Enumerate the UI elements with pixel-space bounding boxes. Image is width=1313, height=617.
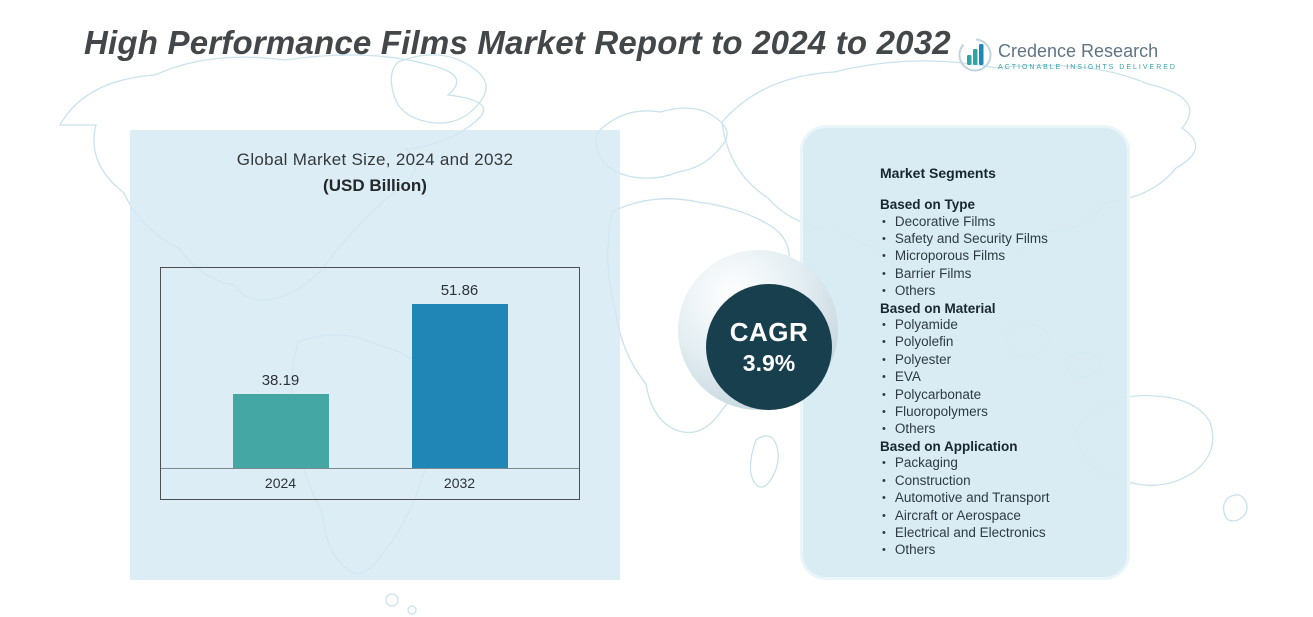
page-title: High Performance Films Market Report to …: [84, 24, 951, 61]
credence-logo-bars-icon: [958, 38, 992, 72]
segment-item: EVA: [882, 369, 1108, 386]
segment-list: PackagingConstructionAutomotive and Tran…: [882, 455, 1108, 559]
bar-column-2024: 38.19: [206, 372, 356, 468]
cagr-label: CAGR: [729, 317, 809, 347]
bar-value-label: 51.86: [440, 282, 479, 299]
x-axis-label-2024: 2024: [264, 475, 297, 491]
segment-item: Polyamide: [882, 317, 1108, 334]
segment-item: Polyester: [882, 352, 1108, 369]
segment-item: Others: [882, 542, 1108, 559]
segment-group-heading: Based on Material: [880, 300, 996, 316]
cagr-circle: CAGR 3.9%: [706, 284, 832, 410]
segments-title: Market Segments: [880, 165, 996, 181]
chart-panel-background: [130, 130, 620, 580]
segment-item: Others: [882, 283, 1108, 300]
logo-tagline: Actionable Insights Delivered: [998, 64, 1177, 71]
segment-item: Fluoropolymers: [882, 404, 1108, 421]
segment-group-heading: Based on Type: [880, 197, 976, 212]
segment-item: Construction: [882, 473, 1108, 490]
credence-research-logo: Credence Research Actionable Insights De…: [958, 38, 1177, 72]
bar-2032: [411, 304, 508, 468]
segment-item: Barrier Films: [882, 266, 1108, 283]
segment-item: Electrical and Electronics: [882, 525, 1108, 542]
segment-item: Packaging: [882, 455, 1108, 472]
chart-subtitle: (USD Billion): [323, 176, 427, 195]
logo-text-block: Credence Research Actionable Insights De…: [998, 38, 1177, 71]
segment-group-heading: Based on Application: [880, 438, 1018, 454]
bar-2024: [232, 394, 329, 468]
x-axis: 2024 2032: [161, 468, 579, 499]
segment-item: Microporous Films: [882, 248, 1108, 265]
bar-chart: 38.19 51.86 2024 2032: [160, 267, 580, 500]
chart-title: Global Market Size, 2024 and 2032: [236, 150, 514, 169]
segment-groups: Based on Type Decorative FilmsSafety and …: [880, 197, 1108, 560]
bar-column-2032: 51.86: [385, 282, 535, 468]
segment-item: Decorative Films: [882, 214, 1108, 231]
segment-item: Polycarbonate: [882, 387, 1108, 404]
segment-list: Decorative FilmsSafety and Security Film…: [882, 214, 1108, 301]
segment-list: PolyamidePolyolefinPolyesterEVAPolycarbo…: [882, 317, 1108, 439]
logo-name: Credence Research: [998, 41, 1159, 61]
bar-value-label: 38.19: [261, 372, 300, 389]
segment-item: Polyolefin: [882, 334, 1108, 351]
segment-item: Safety and Security Films: [882, 231, 1108, 248]
segment-item: Others: [882, 421, 1108, 438]
x-axis-label-2032: 2032: [443, 475, 476, 491]
segment-item: Aircraft or Aerospace: [882, 508, 1108, 525]
plot-area: 38.19 51.86: [161, 268, 579, 468]
cagr-value: 3.9%: [742, 350, 796, 376]
chart-title-block: Global Market Size, 2024 and 2032 (USD B…: [130, 150, 620, 196]
segment-item: Automotive and Transport: [882, 490, 1108, 507]
market-segments-panel: Market Segments Based on Type Decorative …: [800, 125, 1130, 580]
cagr-badge: CAGR 3.9%: [678, 250, 838, 410]
